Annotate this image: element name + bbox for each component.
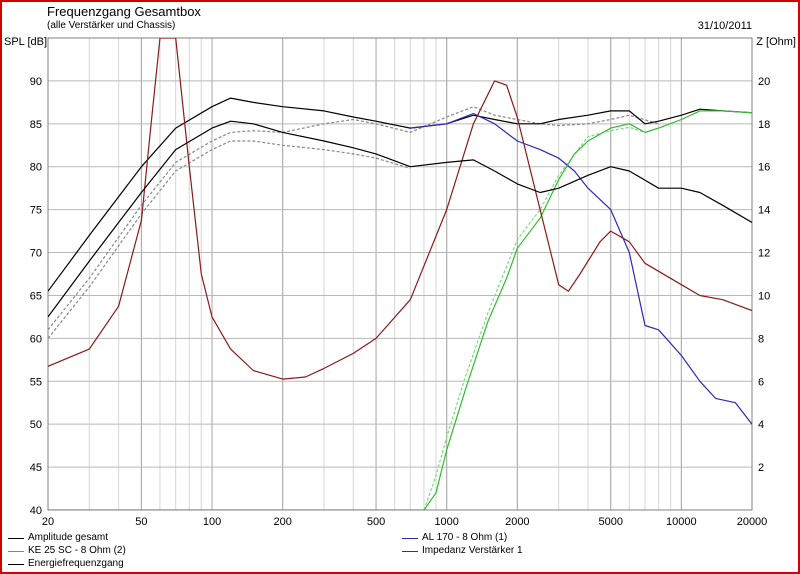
series-line-amplitude-gesamt bbox=[48, 97, 752, 292]
y-tick-label: 55 bbox=[30, 376, 42, 388]
y-tick-label: 90 bbox=[30, 76, 42, 88]
y2-tick-label: 16 bbox=[758, 162, 770, 174]
y2-tick-label: 14 bbox=[758, 205, 770, 217]
plot-area bbox=[48, 38, 752, 510]
series-line-al-170-8-ohm-1 bbox=[410, 112, 752, 425]
series-line-energiefrequenzgang bbox=[48, 120, 752, 318]
y-tick-label: 75 bbox=[30, 205, 42, 217]
y-tick-label: 45 bbox=[30, 462, 42, 474]
x-tick-label: 100 bbox=[203, 516, 221, 528]
y2-tick-label: 8 bbox=[758, 333, 764, 345]
series-line-impedanz-verst-rker-1 bbox=[48, 38, 752, 380]
x-tick-label: 50 bbox=[135, 516, 147, 528]
legend-swatch bbox=[402, 538, 418, 539]
y-axis-label-left: SPL [dB] bbox=[4, 36, 48, 48]
x-tick-label: 1000 bbox=[434, 516, 458, 528]
chart-date: 31/10/2011 bbox=[697, 20, 752, 32]
legend-label: Energiefrequenzgang bbox=[28, 558, 124, 569]
x-tick-label: 20000 bbox=[737, 516, 768, 528]
y-tick-label: 70 bbox=[30, 248, 42, 260]
y2-tick-label: 4 bbox=[758, 419, 764, 431]
y-tick-label: 65 bbox=[30, 290, 42, 302]
x-tick-label: 20 bbox=[42, 516, 54, 528]
y2-tick-label: 2 bbox=[758, 462, 764, 474]
legend-label: Amplitude gesamt bbox=[28, 532, 109, 543]
legend-swatch bbox=[402, 551, 418, 552]
y2-tick-label: 12 bbox=[758, 248, 770, 260]
y2-tick-label: 10 bbox=[758, 290, 770, 302]
legend-swatch bbox=[8, 538, 24, 539]
y2-tick-label: 20 bbox=[758, 76, 770, 88]
x-tick-label: 5000 bbox=[598, 516, 622, 528]
y-tick-label: 85 bbox=[30, 119, 42, 131]
series-line-dashed bbox=[48, 140, 411, 339]
legend-label: KE 25 SC - 8 Ohm (2) bbox=[28, 545, 126, 556]
x-tick-label: 200 bbox=[273, 516, 291, 528]
legend-label: Impedanz Verstärker 1 bbox=[422, 545, 523, 556]
x-tick-label: 10000 bbox=[666, 516, 697, 528]
series-line-dashed bbox=[48, 106, 659, 331]
legend-swatch bbox=[8, 564, 24, 565]
y2-tick-label: 6 bbox=[758, 376, 764, 388]
y-tick-label: 40 bbox=[30, 505, 42, 517]
x-tick-label: 2000 bbox=[505, 516, 529, 528]
chart-subtitle: (alle Verstärker und Chassis) bbox=[47, 20, 176, 31]
y-axis-label-right: Z [Ohm] bbox=[756, 36, 796, 48]
series-line-dashed bbox=[423, 126, 659, 510]
chart-title: Frequenzgang Gesamtbox bbox=[47, 4, 201, 19]
legend-swatch bbox=[8, 551, 24, 552]
series-line-ke-25-sc-8-ohm-2 bbox=[48, 110, 752, 510]
y2-tick-label: 18 bbox=[758, 119, 770, 131]
y-tick-label: 80 bbox=[30, 162, 42, 174]
y-tick-label: 50 bbox=[30, 419, 42, 431]
x-tick-label: 500 bbox=[367, 516, 385, 528]
y-tick-label: 60 bbox=[30, 333, 42, 345]
legend-label: AL 170 - 8 Ohm (1) bbox=[422, 532, 508, 543]
